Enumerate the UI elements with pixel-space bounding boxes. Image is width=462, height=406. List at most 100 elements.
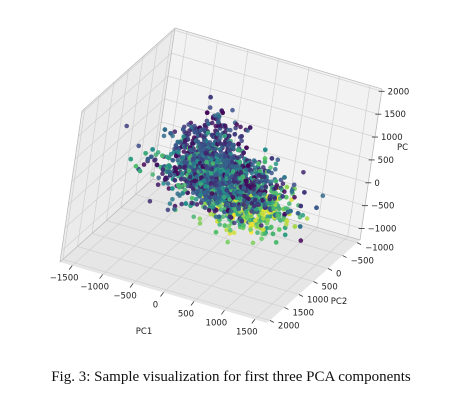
data-point [248,227,253,232]
data-point [288,208,293,214]
data-point [197,221,203,226]
data-point [261,227,266,232]
data-point [252,165,258,171]
data-point [238,176,243,181]
data-point [261,216,266,221]
data-point [249,170,255,176]
data-point [233,125,238,131]
data-point [216,200,221,205]
y-tick-mark [342,255,347,258]
data-point [185,190,190,196]
data-point [218,207,224,212]
data-point [268,193,273,199]
data-point [186,122,191,127]
data-point [209,166,214,172]
data-point [267,206,272,211]
x-tick-mark [68,265,73,270]
data-point [251,183,257,188]
gridline-y-floor [91,233,300,295]
data-point [320,193,326,198]
data-point [196,189,201,194]
gridline-y-floor [62,259,271,321]
data-point [250,222,255,227]
data-point [268,165,273,170]
data-point [256,172,262,178]
data-point [213,229,219,235]
data-point [161,181,166,186]
data-point [259,211,265,216]
x-tick-label: 1500 [236,327,258,337]
data-point [217,222,222,227]
data-point [179,172,185,177]
y-tick-mark [356,242,362,245]
y-tick-label: 2000 [278,321,300,331]
data-point [202,127,207,132]
data-point [204,159,209,165]
data-point [166,155,172,161]
data-point [251,158,257,163]
data-point [245,163,251,168]
data-point [160,171,165,176]
data-point [256,180,262,185]
data-point [199,175,204,180]
data-point [187,174,193,180]
gridline-y-floor [120,207,329,269]
data-point [145,156,151,162]
data-point [252,197,258,203]
data-point [259,223,264,228]
data-point [128,156,134,162]
data-point [172,206,177,212]
data-point [230,107,235,113]
data-point [183,201,189,206]
data-point [314,205,319,210]
data-point [273,240,279,245]
data-point [266,200,271,206]
data-point [168,131,173,136]
data-point [253,218,258,223]
data-point [275,213,280,218]
data-point [197,144,202,150]
data-point [172,146,177,152]
data-point [217,141,223,146]
data-point [221,194,227,200]
data-point [179,201,184,207]
x-tick-mark [160,292,164,297]
z-tick-label: −1000 [368,225,397,235]
data-point [297,224,303,229]
data-point [198,128,203,133]
data-point [239,218,245,224]
data-point [262,156,268,161]
data-point [202,205,208,210]
data-point [199,197,205,203]
data-point [230,142,236,148]
data-point [273,179,279,184]
data-point [262,231,268,237]
data-point [213,123,219,129]
figure-caption: Fig. 3: Sample visualization for first t… [51,369,411,385]
data-point [257,168,263,174]
data-point [222,123,228,129]
x-tick-mark [251,319,256,324]
y-tick-label: 1000 [307,295,329,305]
data-point [283,206,289,211]
data-point [271,206,277,211]
data-point [227,197,232,202]
data-point [155,182,161,187]
data-point [216,214,222,219]
y-tick-label: −500 [351,257,374,267]
data-point [180,191,185,196]
data-point [202,138,207,143]
data-point [208,211,213,217]
data-point [270,231,276,237]
data-point [192,153,197,158]
data-point [202,190,207,195]
data-point [165,181,171,186]
data-point [190,190,196,195]
data-point [255,230,260,235]
data-point [192,182,197,187]
data-point [217,182,223,187]
data-point [167,164,173,170]
pane-edge [174,27,383,90]
data-point [229,183,234,188]
